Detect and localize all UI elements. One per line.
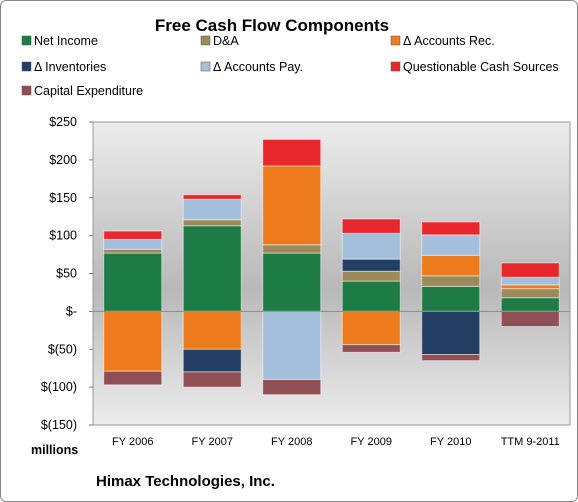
bar-accounts-rec-ttm-9-2011 xyxy=(500,284,560,290)
bar-accounts-pay-fy-2009 xyxy=(341,232,401,260)
bar-accounts-pay-ttm-9-2011 xyxy=(500,276,560,286)
units-label: millions xyxy=(31,443,78,457)
bar-questionable-cash-sources-fy-2006 xyxy=(103,230,163,240)
bar-accounts-rec-fy-2009 xyxy=(341,310,401,346)
y-tick-label: $(50) xyxy=(48,342,77,356)
bar-accounts-rec-fy-2010 xyxy=(421,254,481,277)
y-tick-label: $150 xyxy=(49,191,77,205)
legend-label-capital-expenditure: Capital Expenditure xyxy=(34,84,143,98)
y-tick-label: $(100) xyxy=(41,380,77,394)
chart-title: Free Cash Flow Components xyxy=(155,16,389,35)
bar-d-a-fy-2010 xyxy=(421,275,481,287)
plot-area xyxy=(92,121,571,426)
x-tick-label: FY 2006 xyxy=(112,436,153,448)
bar-inventories-fy-2007 xyxy=(182,348,242,373)
bar-net-income-fy-2009 xyxy=(341,280,401,312)
bar-inventories-fy-2010 xyxy=(421,310,481,356)
bar-accounts-pay-fy-2010 xyxy=(421,234,481,256)
bar-d-a-fy-2008 xyxy=(262,244,322,254)
legend-swatch-inventories xyxy=(21,61,32,72)
legend-label-d-a: D&A xyxy=(213,34,239,48)
bar-d-a-fy-2006 xyxy=(103,248,163,254)
bar-net-income-fy-2010 xyxy=(421,285,481,312)
bar-d-a-fy-2009 xyxy=(341,270,401,282)
y-axis: $250 $200 $150 $100 $50 $- $(50) $(100) $(150) xyxy=(41,115,93,432)
bars xyxy=(103,138,560,396)
legend-swatch-capital-expenditure xyxy=(21,85,32,96)
bar-net-income-fy-2006 xyxy=(103,252,163,312)
y-tick-label: $- xyxy=(66,304,77,318)
bar-accounts-rec-fy-2006 xyxy=(103,310,163,372)
bar-capital-expenditure-fy-2010 xyxy=(421,354,481,362)
bar-questionable-cash-sources-ttm-9-2011 xyxy=(500,262,560,278)
x-tick-label: FY 2008 xyxy=(271,436,312,448)
x-tick-label: TTM 9-2011 xyxy=(501,436,560,448)
bar-accounts-pay-fy-2008 xyxy=(262,310,322,381)
bar-accounts-pay-fy-2006 xyxy=(103,238,163,250)
legend-swatch-accounts-rec xyxy=(390,35,401,46)
bar-inventories-fy-2009 xyxy=(341,258,401,272)
bar-questionable-cash-sources-fy-2007 xyxy=(182,194,242,200)
bar-net-income-fy-2007 xyxy=(182,225,242,312)
legend-label-accounts-pay: Δ Accounts Pay. xyxy=(213,60,303,74)
y-tick-label: $(150) xyxy=(41,418,77,432)
legend: Net Income D&A Δ Accounts Rec. Δ Inventorie… xyxy=(21,34,559,98)
legend-label-inventories: Δ Inventories xyxy=(34,60,106,74)
x-tick-label: FY 2007 xyxy=(192,436,233,448)
y-tick-label: $200 xyxy=(49,153,77,167)
x-axis: FY 2006 FY 2007 FY 2008 FY 2009 FY 2010 TTM 9… xyxy=(93,310,570,448)
x-tick-label: FY 2009 xyxy=(351,436,392,448)
legend-label-net-income: Net Income xyxy=(34,34,98,48)
bar-d-a-fy-2007 xyxy=(182,219,242,227)
bar-capital-expenditure-fy-2006 xyxy=(103,370,163,386)
bar-capital-expenditure-fy-2008 xyxy=(262,379,322,396)
y-tick-label: $100 xyxy=(49,229,77,243)
legend-swatch-d-a xyxy=(200,35,211,46)
legend-swatch-accounts-pay xyxy=(200,61,211,72)
bar-capital-expenditure-fy-2009 xyxy=(341,344,401,353)
bar-questionable-cash-sources-fy-2008 xyxy=(262,138,322,167)
x-tick-label: FY 2010 xyxy=(430,436,471,448)
bar-questionable-cash-sources-fy-2010 xyxy=(421,221,481,236)
legend-label-accounts-rec: Δ Accounts Rec. xyxy=(403,34,495,48)
bar-net-income-fy-2008 xyxy=(262,252,322,312)
legend-label-questionable-cash-sources: Questionable Cash Sources xyxy=(403,60,559,74)
bar-accounts-pay-fy-2007 xyxy=(182,198,242,221)
legend-swatch-net-income xyxy=(21,35,32,46)
y-tick-label: $50 xyxy=(56,267,77,281)
bar-net-income-ttm-9-2011 xyxy=(500,297,560,312)
bar-capital-expenditure-ttm-9-2011 xyxy=(500,310,560,328)
legend-swatch-questionable-cash-sources xyxy=(390,61,401,72)
bar-capital-expenditure-fy-2007 xyxy=(182,371,242,388)
y-tick-label: $250 xyxy=(49,115,77,129)
company-name: Himax Technologies, Inc. xyxy=(96,473,275,490)
bar-questionable-cash-sources-fy-2009 xyxy=(341,218,401,234)
bar-d-a-ttm-9-2011 xyxy=(500,288,560,299)
bar-accounts-rec-fy-2007 xyxy=(182,310,242,350)
bar-accounts-rec-fy-2008 xyxy=(262,165,322,246)
